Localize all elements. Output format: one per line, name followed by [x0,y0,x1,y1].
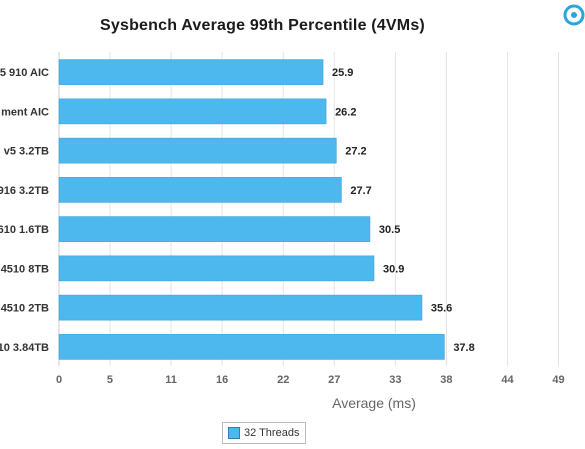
x-tick-label: 11 [165,374,177,386]
data-label: 35.6 [431,303,452,315]
bar [58,98,327,125]
category-label: v5 3.2TB [4,146,49,158]
x-tick-label: 5 [107,374,113,386]
data-label: 27.2 [345,146,366,158]
legend-swatch [228,427,240,439]
x-tick-label: 27 [328,374,340,386]
category-label: 4510 2TB [1,303,49,315]
category-label: 4510 8TB [1,263,49,275]
x-tick-label: 16 [216,374,228,386]
bar [58,137,337,164]
chart-title: Sysbench Average 99th Percentile (4VMs) [100,17,425,34]
legend-label: 32 Threads [244,427,300,439]
x-tick-label: 33 [389,374,401,386]
data-label: 25.9 [332,67,353,79]
bar [58,59,324,85]
data-label: 37.8 [453,342,474,354]
category-label: 610 1.6TB [0,224,49,236]
x-axis-title: Average (ms) [332,395,416,411]
x-tick-label: 38 [440,374,452,386]
data-label: 30.9 [383,263,404,275]
category-label: 10 3.84TB [0,342,49,354]
bar [58,334,445,360]
category-label: ment AIC [1,106,49,118]
chart-legend[interactable]: 32 Threads [222,422,307,444]
x-tick-label: 49 [552,374,564,386]
x-tick-label: 22 [277,374,289,386]
bar [58,216,371,242]
logo-icon [563,4,585,26]
x-tick-label: 0 [56,374,62,386]
bar [58,177,342,203]
bar [58,294,423,321]
category-label: 5 910 AIC [0,67,49,79]
data-label: 27.7 [350,185,371,197]
category-label: 916 3.2TB [0,185,49,197]
x-tick-label: 44 [501,374,514,386]
data-label: 26.2 [335,106,356,118]
data-label: 30.5 [379,224,400,236]
bar [58,255,375,282]
